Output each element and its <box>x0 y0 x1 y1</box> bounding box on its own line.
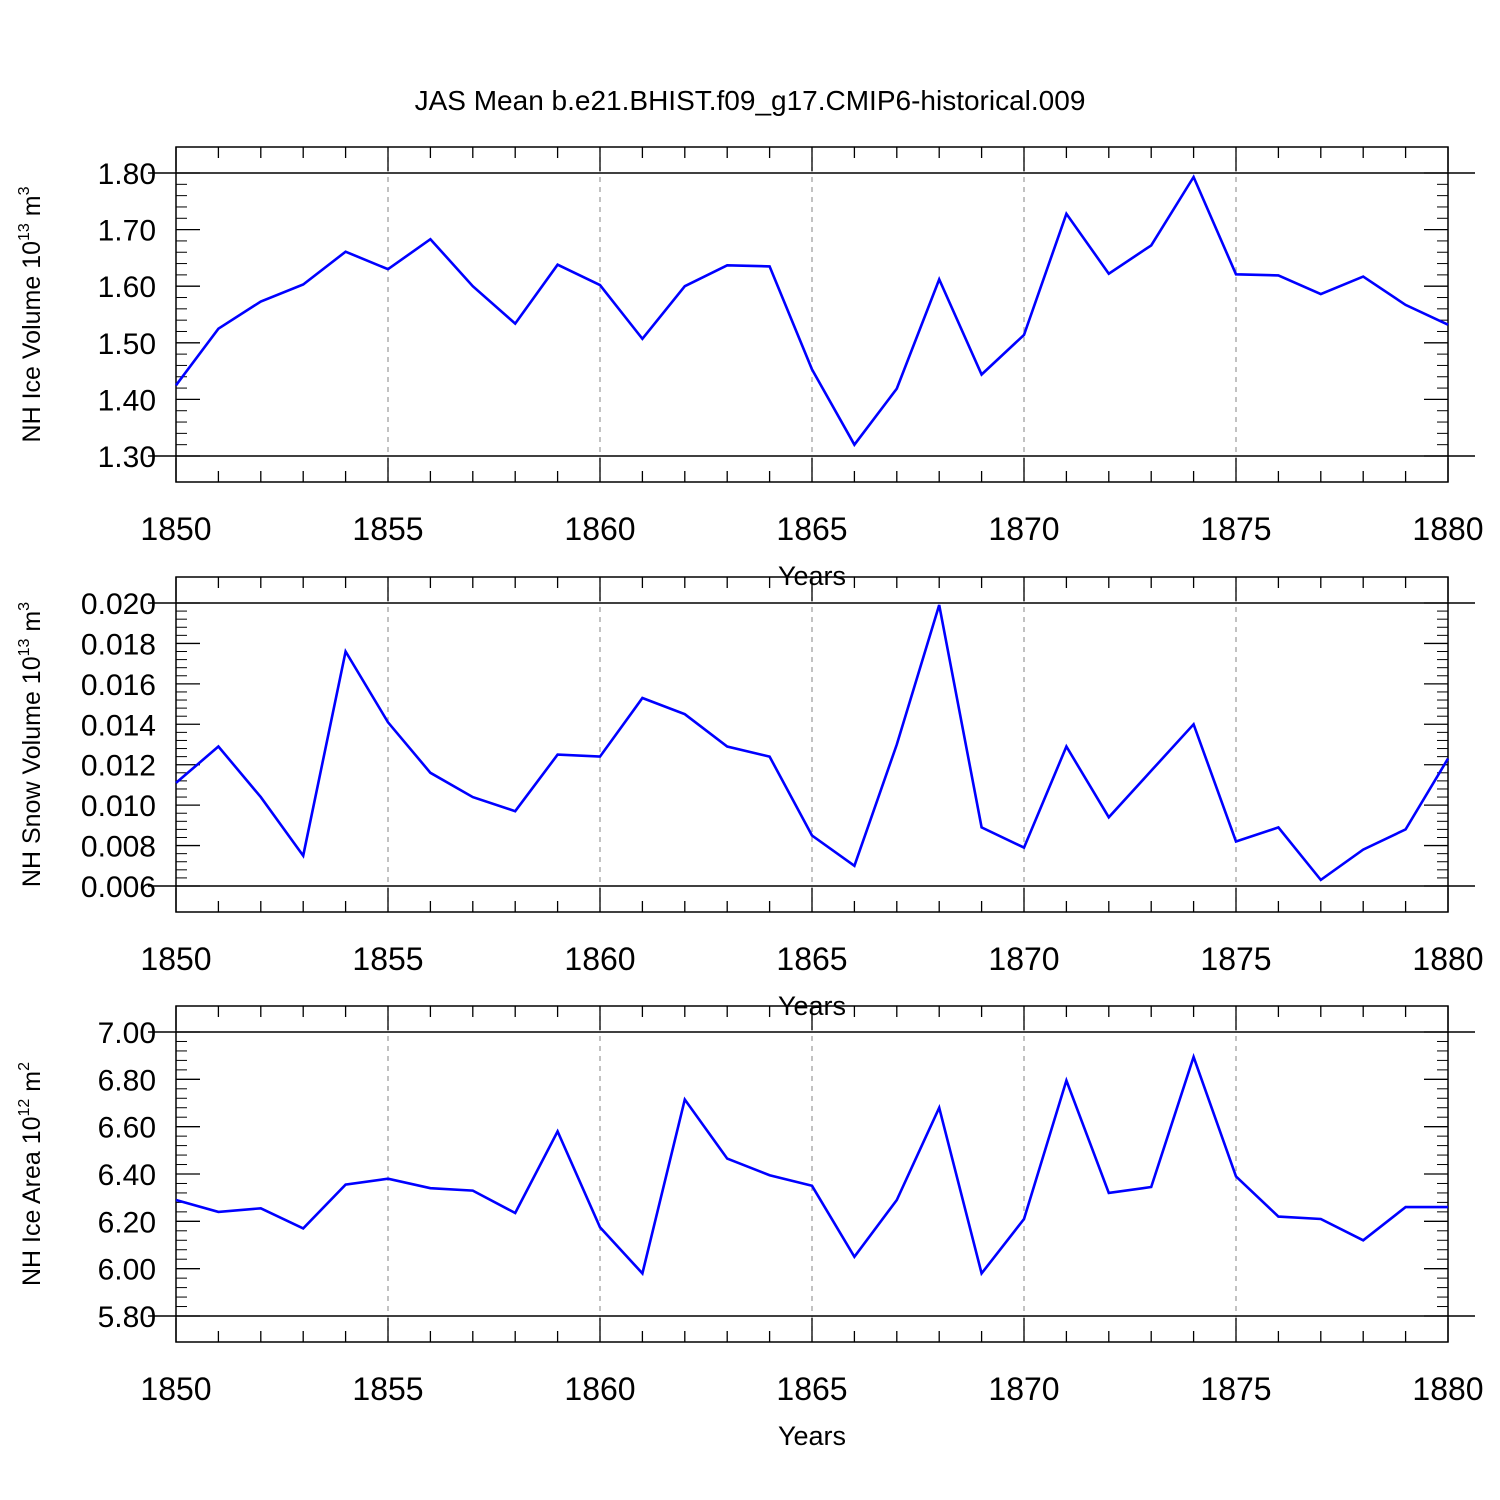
panel-3-x-axis-label: Years <box>778 1421 846 1451</box>
panel-1-x-tick-label: 1880 <box>1412 511 1483 547</box>
panel-2-y-tick-label: 0.016 <box>81 669 156 702</box>
panel-3-series-line-1 <box>175 1052 1448 1277</box>
panel-3-y-tick-label: 6.40 <box>98 1159 156 1192</box>
panel-1-y-label-unit-exponent: 3 <box>16 186 33 195</box>
panel-3: 5.80 6.00 6.20 6.40 6.60 6.80 7.00 1850 1855 1860… <box>16 1005 1484 1451</box>
panel-2-y-tick-label: 0.014 <box>81 709 156 742</box>
panel-3-x-tick-label: 1865 <box>776 1371 847 1407</box>
panel-3-x-tick-label: 1870 <box>988 1371 1059 1407</box>
panel-3-x-tick-label: 1875 <box>1200 1371 1271 1407</box>
panel-3-y-label-unit: m <box>18 1071 46 1099</box>
panel-2-y-tick-label: 0.006 <box>81 871 156 904</box>
panel-3-y-label-text: NH Ice Area 10 <box>18 1116 46 1286</box>
panel-1-y-label-text: NH Ice Volume 10 <box>18 241 46 443</box>
panel-1-x-tick-label: 1860 <box>564 511 635 547</box>
panel-3-x-tick-label: 1850 <box>140 1371 211 1407</box>
panel-2-y-label-exponent: 13 <box>16 639 33 657</box>
panel-2-x-tick-label: 1880 <box>1412 941 1483 977</box>
panel-1-y-tick-label: 1.30 <box>98 441 156 474</box>
panel-1-y-tick-label: 1.50 <box>98 328 156 361</box>
panel-3-y-tick-label: 6.80 <box>98 1064 156 1097</box>
panel-2-y-tick-label: 0.020 <box>81 588 156 621</box>
panel-2-x-tick-label: 1850 <box>140 941 211 977</box>
panel-1-y-tick-label: 1.70 <box>98 215 156 248</box>
panel-3-y-label-unit-exponent: 2 <box>16 1062 33 1071</box>
panel-1-y-tick-label: 1.60 <box>98 271 156 304</box>
panel-3-x-tick-label: 1855 <box>352 1371 423 1407</box>
panel-1-x-tick-label: 1850 <box>140 511 211 547</box>
panel-1-y-label-unit: m <box>18 195 46 223</box>
panel-1-x-tick-label: 1870 <box>988 511 1059 547</box>
panel-3-y-tick-label: 7.00 <box>98 1017 156 1050</box>
panel-2-y-label-unit: m <box>18 611 46 639</box>
panel-2-y-axis-label: NH Snow Volume 1013 m3 <box>16 602 46 887</box>
panel-1: 1.30 1.40 1.50 1.60 1.70 1.80 1850 1855 1860 1865… <box>16 146 1484 591</box>
panel-2-x-tick-label: 1875 <box>1200 941 1271 977</box>
panel-2-x-tick-label: 1865 <box>776 941 847 977</box>
panel-2-x-tick-label: 1860 <box>564 941 635 977</box>
panel-3-x-tick-label: 1880 <box>1412 1371 1483 1407</box>
panel-3-y-axis-label: NH Ice Area 1012 m2 <box>16 1062 46 1286</box>
panel-3-x-tick-label: 1860 <box>564 1371 635 1407</box>
panel-2: 0.006 0.008 0.010 0.012 0.014 0.016 0.018 0.020… <box>16 576 1484 1021</box>
panel-2-series-line-1 <box>175 604 1450 882</box>
panel-2-x-tick-label: 1855 <box>352 941 423 977</box>
panel-3-y-tick-label: 5.80 <box>98 1301 156 1334</box>
panel-2-y-label-unit-exponent: 3 <box>16 602 33 611</box>
chart-title: JAS Mean b.e21.BHIST.f09_g17.CMIP6-histo… <box>415 85 1086 116</box>
panel-1-y-label-exponent: 13 <box>16 223 33 241</box>
panel-2-y-label-text: NH Snow Volume 10 <box>18 656 46 887</box>
chart-panels: 1.30 1.40 1.50 1.60 1.70 1.80 1850 1855 1860 1865… <box>16 146 1484 1451</box>
panel-3-y-tick-label: 6.00 <box>98 1254 156 1287</box>
panel-2-y-tick-label: 0.008 <box>81 831 156 864</box>
panel-2-y-tick-label: 0.010 <box>81 790 156 823</box>
panel-1-x-tick-label: 1855 <box>352 511 423 547</box>
panel-2-y-tick-label: 0.018 <box>81 628 156 661</box>
panel-1-series-line-1 <box>174 174 1449 448</box>
panel-1-x-tick-label: 1865 <box>776 511 847 547</box>
panel-2-x-tick-label: 1870 <box>988 941 1059 977</box>
panel-1-x-tick-label: 1875 <box>1200 511 1271 547</box>
panel-1-y-tick-label: 1.40 <box>98 384 156 417</box>
panel-2-y-tick-label: 0.012 <box>81 750 156 783</box>
panel-3-y-label-exponent: 12 <box>16 1099 33 1117</box>
panel-1-y-axis-label: NH Ice Volume 1013 m3 <box>16 186 46 442</box>
panel-3-y-tick-label: 6.60 <box>98 1112 156 1145</box>
panel-1-y-tick-label: 1.80 <box>98 158 156 191</box>
panel-3-y-tick-label: 6.20 <box>98 1206 156 1239</box>
